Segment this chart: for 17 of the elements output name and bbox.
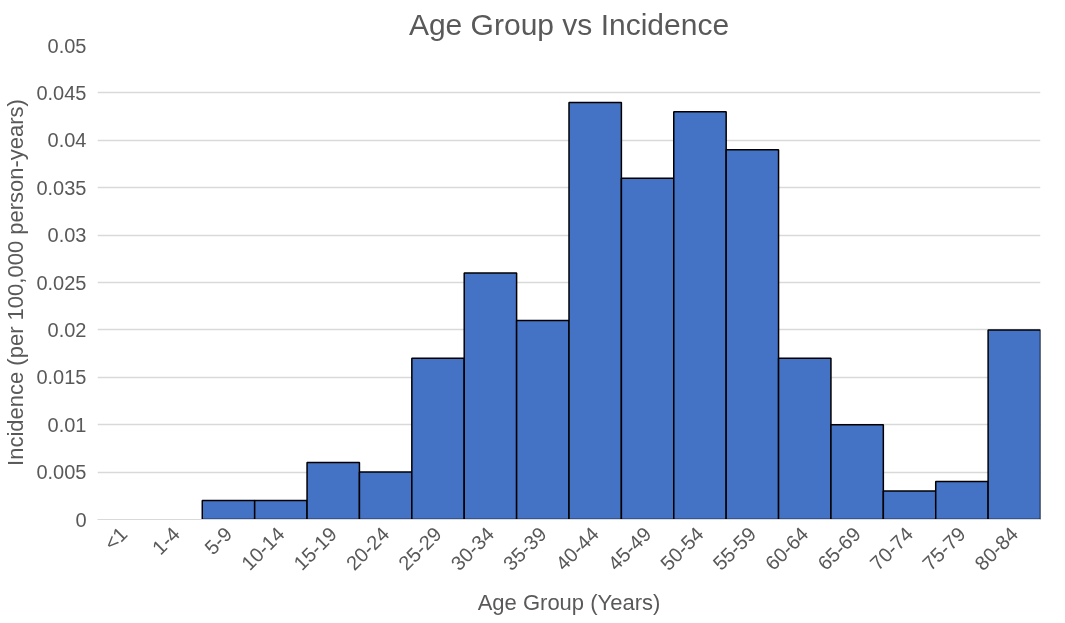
x-axis-title: Age Group (Years) (477, 590, 661, 616)
y-tick-label: 0.045 (36, 81, 87, 104)
chart-title: Age Group vs Incidence (408, 7, 730, 41)
x-tick-label: 5-9 (200, 522, 237, 559)
y-tick-label: 0.005 (36, 461, 87, 484)
y-tick-label: 0.015 (36, 366, 87, 389)
y-tick-label: 0.03 (47, 224, 87, 247)
x-tick-label: 1-4 (147, 522, 184, 559)
y-tick-label: 0.01 (47, 413, 87, 436)
y-tick-label: 0.04 (47, 129, 87, 152)
x-tick-label: <1 (99, 522, 132, 555)
y-tick-label: 0.035 (36, 176, 87, 199)
y-tick-label: 0.05 (47, 34, 87, 57)
y-tick-label: 0.02 (47, 318, 87, 341)
y-axis-title: Incidence (per 100,000 person-years) (3, 99, 29, 466)
y-tick-label: 0 (75, 508, 87, 531)
y-tick-label: 0.025 (36, 271, 87, 294)
